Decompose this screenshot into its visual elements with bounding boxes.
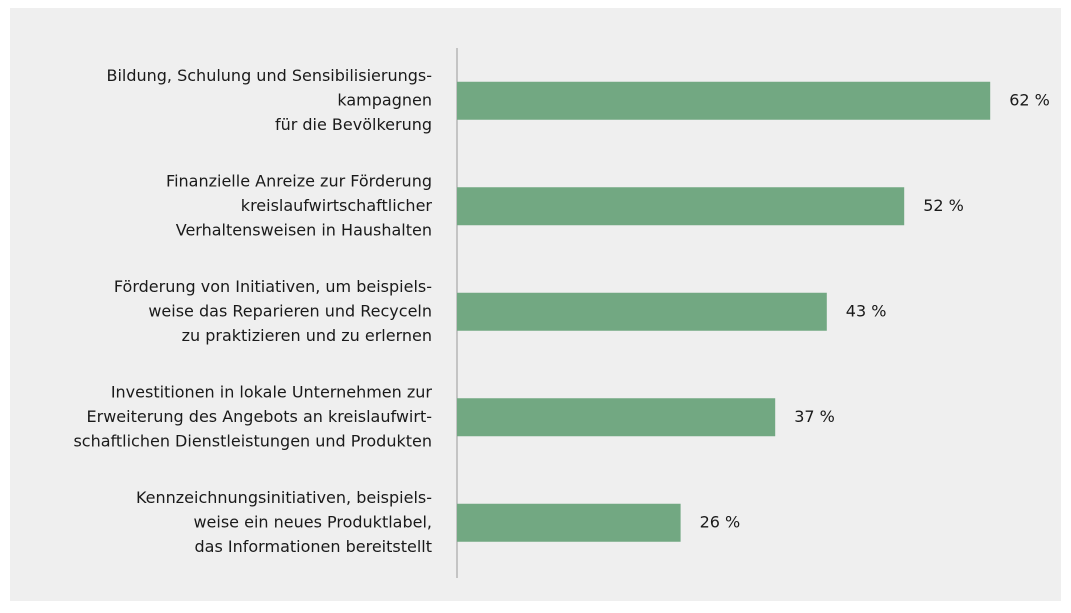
category-label: weise das Reparieren und Recyceln <box>148 301 432 320</box>
category-label: Förderung von Initiativen, um beispiels- <box>114 277 432 296</box>
category-label: Bildung, Schulung und Sensibilisierungs- <box>106 66 432 85</box>
category-label: weise ein neues Produktlabel, <box>193 512 432 531</box>
value-label: 52 % <box>923 196 964 215</box>
category-label: zu praktizieren und zu erlernen <box>182 326 432 345</box>
bar <box>457 81 991 120</box>
bar <box>457 503 681 542</box>
category-label: Investitionen in lokale Unternehmen zur <box>111 382 433 401</box>
category-label: kampagnen <box>337 90 432 109</box>
bar <box>457 292 827 331</box>
value-label: 43 % <box>846 301 887 320</box>
category-label: schaftlichen Dienstleistungen und Produk… <box>73 431 432 450</box>
category-label: kreislaufwirtschaftlicher <box>241 196 433 215</box>
category-label: für die Bevölkerung <box>275 115 432 134</box>
bar <box>457 187 905 226</box>
category-label: Verhaltensweisen in Haushalten <box>176 220 432 239</box>
category-label: Erweiterung des Angebots an kreislaufwir… <box>87 407 432 426</box>
category-label: Finanzielle Anreize zur Förderung <box>166 171 432 190</box>
value-label: 26 % <box>700 512 741 531</box>
value-label: 37 % <box>794 407 835 426</box>
bar <box>457 398 776 437</box>
category-label: das Informationen bereitstellt <box>195 537 432 556</box>
value-label: 62 % <box>1009 90 1050 109</box>
category-label: Kennzeichnungsinitiativen, beispiels- <box>136 488 432 507</box>
